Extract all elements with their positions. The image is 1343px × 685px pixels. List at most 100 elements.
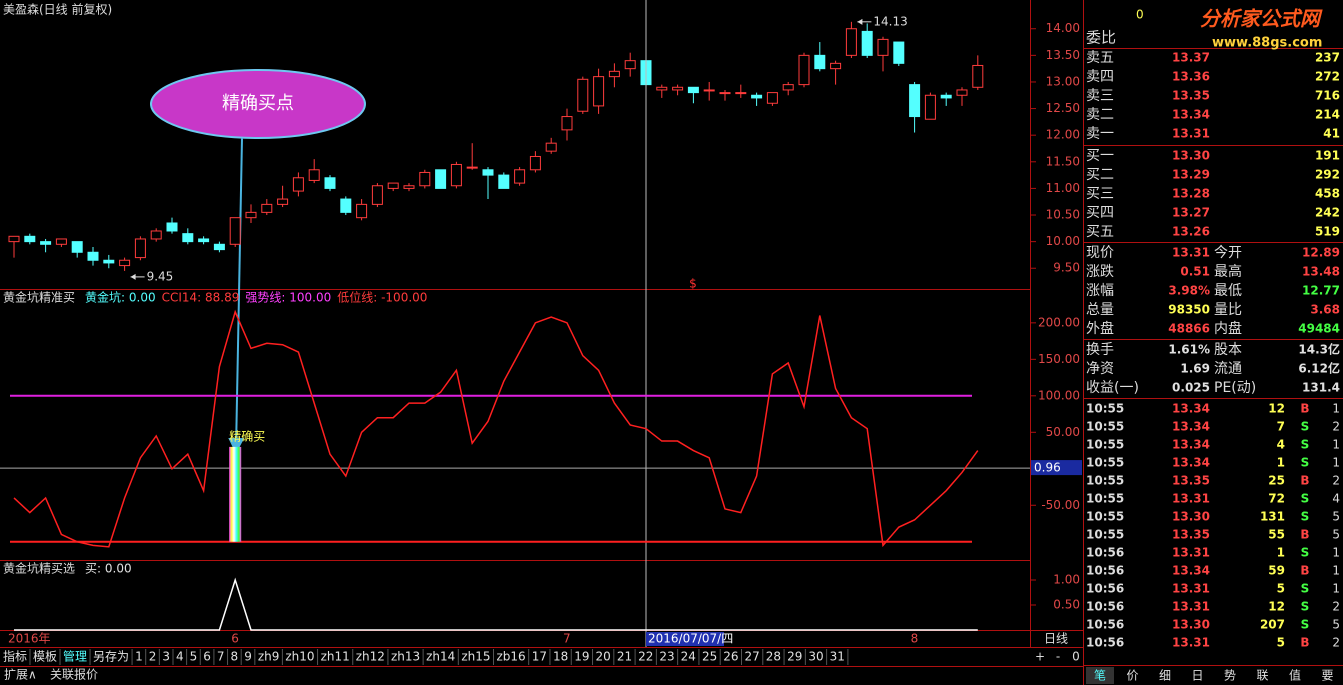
stat-value: 6.12亿 (1298, 361, 1340, 376)
trade-time: 10:56 (1086, 600, 1124, 614)
trade-time: 10:56 (1086, 546, 1124, 560)
quote-tab[interactable]: 势 (1224, 669, 1236, 683)
tab[interactable]: zh9 (258, 650, 280, 664)
trade-time: 10:55 (1086, 438, 1124, 452)
control[interactable]: - (1056, 650, 1060, 664)
trade-count: 4 (1332, 492, 1340, 506)
trade-side: B (1300, 402, 1309, 416)
tab[interactable]: 30 (808, 650, 823, 664)
tab[interactable]: 8 (231, 650, 239, 664)
bid-volume: 519 (1315, 225, 1340, 239)
quote-tab[interactable]: 要 (1321, 669, 1333, 683)
candle-body (103, 259, 115, 264)
bottom-tab[interactable]: 关联报价 (50, 667, 98, 682)
trade-side: S (1301, 600, 1310, 614)
candle-body (24, 235, 36, 243)
candle-body (861, 30, 873, 56)
ask-price: 13.31 (1172, 127, 1210, 141)
ask-price: 13.37 (1172, 51, 1210, 65)
trade-volume: 25 (1268, 474, 1285, 488)
tab[interactable]: 22 (638, 650, 653, 664)
candle-body (845, 28, 857, 56)
candle-body (166, 222, 178, 232)
tab[interactable]: zb16 (497, 650, 526, 664)
tab[interactable]: 29 (787, 650, 802, 664)
trade-volume: 1 (1277, 456, 1285, 470)
trade-count: 2 (1332, 474, 1340, 488)
tab[interactable]: zh15 (461, 650, 490, 664)
trade-time: 10:55 (1086, 456, 1124, 470)
tab[interactable]: 3 (162, 650, 170, 664)
bottom-tab[interactable]: 扩展∧ (4, 668, 37, 682)
tab[interactable]: 1 (135, 650, 143, 664)
candle-body (814, 54, 826, 70)
stat-value: 1.69 (1180, 362, 1210, 376)
tab[interactable]: 26 (723, 650, 738, 664)
trade-side: S (1301, 546, 1310, 560)
candle-body (245, 211, 257, 219)
tab[interactable]: 9 (244, 650, 252, 664)
period: 日线 (1044, 632, 1068, 646)
tab[interactable]: 19 (574, 650, 589, 664)
candle-body (798, 54, 810, 86)
x-tick-label: 2016年 (8, 632, 51, 646)
candle-body (561, 116, 573, 131)
control[interactable]: 0 (1072, 650, 1080, 664)
trade-volume: 55 (1268, 528, 1285, 542)
tab[interactable]: 指标 (3, 649, 27, 664)
stat-label: 内盘 (1214, 320, 1242, 337)
tab[interactable]: 31 (830, 650, 845, 664)
legend-item: 强势线: 100.00 (245, 291, 331, 305)
tab[interactable]: zh10 (285, 650, 314, 664)
stat-label: 净资 (1086, 361, 1114, 377)
tab[interactable]: 2 (149, 650, 157, 664)
tab[interactable]: 20 (596, 650, 611, 664)
candle-body (830, 62, 842, 70)
ask-price: 13.35 (1172, 89, 1210, 103)
series-line (14, 577, 978, 631)
quote-tab[interactable]: 笔 (1094, 668, 1106, 683)
control[interactable]: + (1035, 650, 1045, 664)
stat-label: 流通 (1214, 361, 1242, 377)
quote-tab[interactable]: 细 (1159, 669, 1171, 683)
candle-body (751, 94, 763, 99)
candle-body (371, 185, 383, 205)
trade-side: S (1301, 456, 1310, 470)
x-tick-label: 7 (563, 632, 571, 646)
tab[interactable]: 25 (702, 650, 717, 664)
tab[interactable]: zh13 (391, 650, 420, 664)
candle-body (766, 92, 778, 104)
tab[interactable]: 5 (190, 650, 198, 664)
candle-body (71, 241, 83, 253)
tab[interactable]: zh12 (356, 650, 385, 664)
candle-body (150, 230, 162, 240)
candle-body (340, 198, 352, 213)
trade-time: 10:56 (1086, 582, 1124, 596)
trade-volume: 207 (1260, 618, 1285, 632)
tab[interactable]: 24 (681, 650, 696, 664)
tab[interactable]: 28 (766, 650, 781, 664)
tab[interactable]: 21 (617, 650, 632, 664)
tab[interactable]: 模板 (33, 650, 57, 664)
quote-tab[interactable]: 联 (1256, 669, 1268, 683)
tab[interactable]: 18 (553, 650, 568, 664)
tab[interactable]: 27 (745, 650, 760, 664)
ask-volume: 237 (1315, 51, 1340, 65)
quote-tab[interactable]: 值 (1289, 668, 1301, 683)
y-tick-label: 1.00 (1053, 573, 1080, 587)
tab[interactable]: 6 (203, 650, 211, 664)
candle-body (55, 238, 67, 245)
tab[interactable]: zh14 (426, 650, 455, 664)
tab[interactable]: 4 (176, 650, 184, 664)
tab[interactable]: 17 (532, 650, 547, 664)
bid-volume: 242 (1315, 206, 1340, 220)
quote-tab[interactable]: 日 (1191, 669, 1203, 683)
y-tick-label: 11.50 (1046, 154, 1080, 168)
tab[interactable]: 管理 (63, 649, 87, 664)
trade-time: 10:55 (1086, 492, 1124, 506)
quote-tab[interactable]: 价 (1126, 669, 1138, 683)
tab[interactable]: 23 (659, 650, 674, 664)
tab[interactable]: 7 (217, 650, 225, 664)
tab[interactable]: zh11 (321, 650, 350, 664)
tab[interactable]: 另存为 (93, 650, 129, 664)
